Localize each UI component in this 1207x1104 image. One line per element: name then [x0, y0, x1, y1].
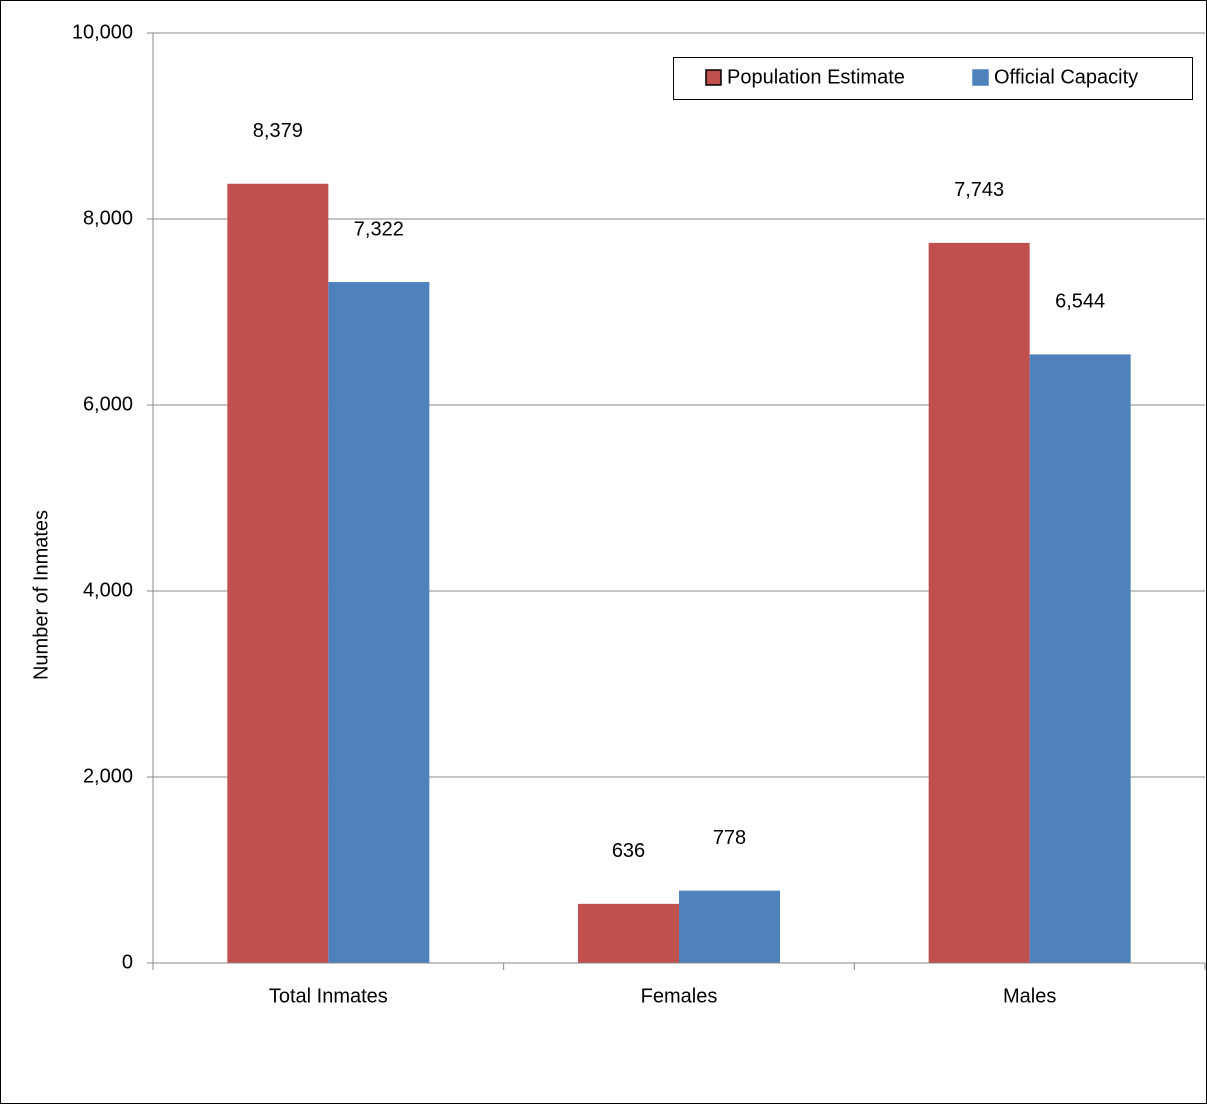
value-label: 636: [612, 840, 645, 862]
x-tick-label: Males: [1003, 985, 1056, 1007]
bar: [679, 890, 780, 963]
x-tick-label: Females: [641, 985, 718, 1007]
legend-label: Population Estimate: [727, 66, 905, 88]
y-tick-label: 2,000: [83, 765, 133, 787]
legend-label: Official Capacity: [994, 66, 1138, 88]
value-label: 7,743: [954, 179, 1004, 201]
x-tick-label: Total Inmates: [269, 985, 388, 1007]
y-tick-label: 6,000: [83, 393, 133, 415]
value-label: 6,544: [1055, 291, 1105, 313]
value-label: 7,322: [354, 218, 404, 240]
y-tick-label: 8,000: [83, 207, 133, 229]
y-tick-label: 10,000: [72, 21, 133, 43]
y-tick-label: 0: [122, 951, 133, 973]
value-label: 778: [713, 827, 746, 849]
legend-box: [673, 57, 1193, 100]
bar: [1029, 354, 1131, 964]
legend-swatch: [972, 69, 989, 86]
legend-swatch: [705, 69, 722, 86]
y-axis-label: Number of Inmates: [30, 510, 52, 680]
bar: [928, 242, 1030, 963]
bar: [328, 282, 430, 964]
value-label: 8,379: [253, 120, 303, 142]
y-tick-label: 4,000: [83, 579, 133, 601]
bar: [578, 903, 679, 963]
bar: [227, 183, 329, 964]
